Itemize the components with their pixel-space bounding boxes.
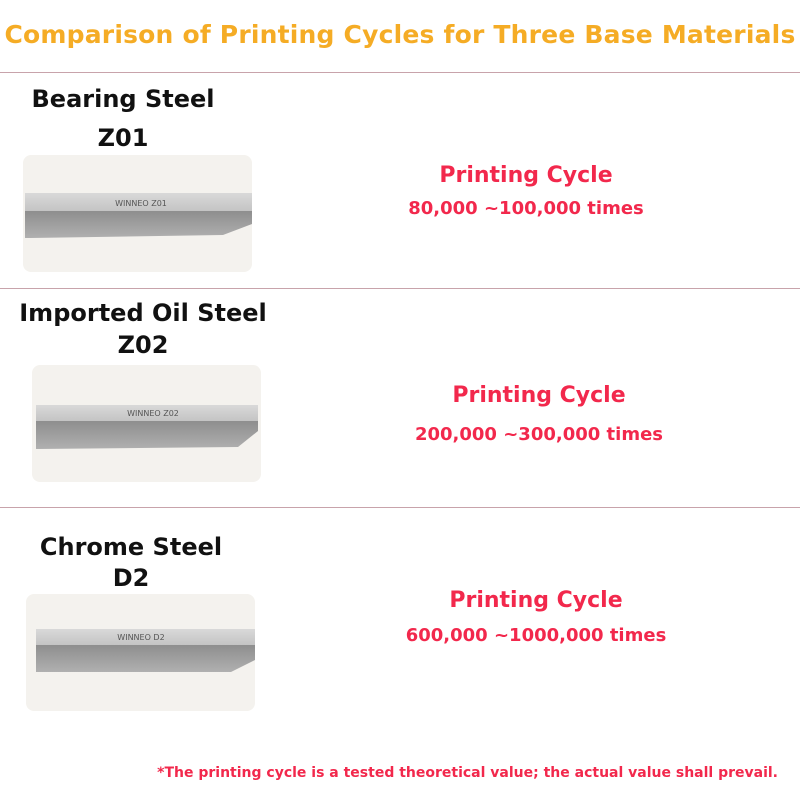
material-code: Z02 [117,331,169,359]
blade-image: WINNEO Z01 [23,155,252,272]
blade-image: WINNEO Z02 [32,365,261,482]
divider [0,507,800,508]
cycle-label: Printing Cycle [439,163,613,188]
blade-engraving: WINNEO D2 [117,633,164,642]
material-name: Bearing Steel [31,85,215,113]
blade-engraving: WINNEO Z01 [115,199,167,208]
cycle-value: 200,000 ~300,000 times [414,424,664,445]
divider [0,72,800,73]
cycle-info: Printing Cycle 80,000 ~100,000 times [326,163,726,219]
cycle-info: Printing Cycle 600,000 ~1000,000 times [336,588,736,646]
cycle-value: 80,000 ~100,000 times [408,198,644,219]
footnote: *The printing cycle is a tested theoreti… [157,765,778,781]
cycle-info: Printing Cycle 200,000 ~300,000 times [339,383,739,445]
page-title: Comparison of Printing Cycles for Three … [4,20,796,49]
cycle-value: 600,000 ~1000,000 times [405,625,667,646]
cycle-label: Printing Cycle [449,588,623,613]
material-name: Imported Oil Steel [19,299,267,327]
blade-image: WINNEO D2 [26,594,255,711]
divider [0,288,800,289]
material-name: Chrome Steel [39,533,223,561]
material-code: D2 [112,564,150,592]
blade-engraving: WINNEO Z02 [127,409,179,418]
material-code: Z01 [97,124,149,152]
cycle-label: Printing Cycle [452,383,626,408]
